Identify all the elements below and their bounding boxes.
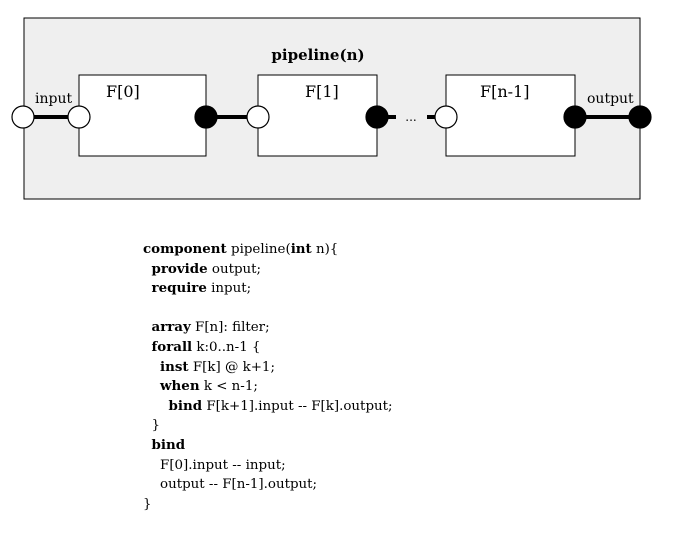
code-text bbox=[143, 262, 152, 277]
code-text bbox=[143, 340, 152, 355]
code-line: output -- F[n-1].output; bbox=[143, 475, 393, 495]
code-line: when k < n-1; bbox=[143, 377, 393, 397]
fn-1-input-port bbox=[434, 105, 458, 129]
code-keyword: when bbox=[160, 378, 200, 395]
code-keyword: provide bbox=[151, 260, 208, 277]
code-line: component pipeline(int n){ bbox=[143, 240, 393, 260]
code-text bbox=[143, 360, 160, 375]
outer-output-port bbox=[628, 105, 652, 129]
code-listing: component pipeline(int n){ provide outpu… bbox=[143, 240, 393, 514]
code-text: n){ bbox=[311, 242, 339, 257]
code-text: F[k] @ k+1; bbox=[188, 359, 275, 375]
input-port-label: input bbox=[35, 91, 72, 107]
filter-label-f0: F[0] bbox=[106, 82, 140, 101]
code-text: pipeline( bbox=[226, 242, 291, 257]
code-line: array F[n]: filter; bbox=[143, 318, 393, 338]
filter-label-f1: F[1] bbox=[305, 82, 339, 101]
code-keyword: array bbox=[151, 319, 191, 336]
pipeline-diagram: pipeline(n) F[0] F[1] F[n-1] ... input o… bbox=[11, 17, 652, 200]
f1-input-port bbox=[246, 105, 270, 129]
filter-label-fn-1: F[n-1] bbox=[480, 82, 529, 101]
code-text bbox=[143, 438, 152, 453]
code-text: F[n]: filter; bbox=[190, 320, 270, 336]
code-text bbox=[143, 320, 152, 335]
code-keyword: int bbox=[290, 241, 312, 257]
code-keyword: bind bbox=[168, 397, 203, 414]
code-line: require input; bbox=[143, 279, 393, 299]
code-text: output; bbox=[207, 261, 262, 277]
code-line: bind bbox=[143, 436, 393, 456]
code-text bbox=[143, 281, 152, 296]
ellipsis-label: ... bbox=[405, 110, 416, 124]
code-text: input; bbox=[206, 281, 252, 297]
code-line: } bbox=[143, 495, 393, 515]
output-port-label: output bbox=[587, 91, 634, 107]
code-line: provide output; bbox=[143, 260, 393, 280]
filter-box-fn-1 bbox=[445, 74, 576, 157]
code-text: } bbox=[143, 496, 152, 512]
f0-output-port bbox=[194, 105, 218, 129]
code-line: F[0].input -- input; bbox=[143, 456, 393, 476]
filter-box-f0 bbox=[78, 74, 207, 157]
code-text: output -- F[n-1].output; bbox=[143, 477, 318, 493]
code-keyword: bind bbox=[151, 436, 186, 453]
code-text: F[k+1].input -- F[k].output; bbox=[202, 398, 393, 414]
code-text: F[0].input -- input; bbox=[143, 457, 286, 473]
code-line: forall k:0..n-1 { bbox=[143, 338, 393, 358]
code-keyword: inst bbox=[160, 358, 189, 375]
code-text bbox=[143, 379, 160, 394]
code-text: k:0..n-1 { bbox=[192, 339, 261, 355]
code-text: k < n-1; bbox=[199, 379, 258, 395]
code-line: } bbox=[143, 416, 393, 436]
code-line: inst F[k] @ k+1; bbox=[143, 358, 393, 378]
f0-input-port bbox=[67, 105, 91, 129]
code-line bbox=[143, 299, 393, 319]
f1-output-port bbox=[365, 105, 389, 129]
code-text bbox=[143, 399, 169, 414]
code-text: } bbox=[143, 418, 161, 434]
pipeline-title: pipeline(n) bbox=[271, 46, 364, 64]
outer-input-port bbox=[11, 105, 35, 129]
code-line: bind F[k+1].input -- F[k].output; bbox=[143, 397, 393, 417]
code-keyword: forall bbox=[151, 338, 193, 355]
code-keyword: require bbox=[151, 280, 207, 297]
fn-1-output-port bbox=[563, 105, 587, 129]
code-keyword: component bbox=[143, 241, 227, 257]
